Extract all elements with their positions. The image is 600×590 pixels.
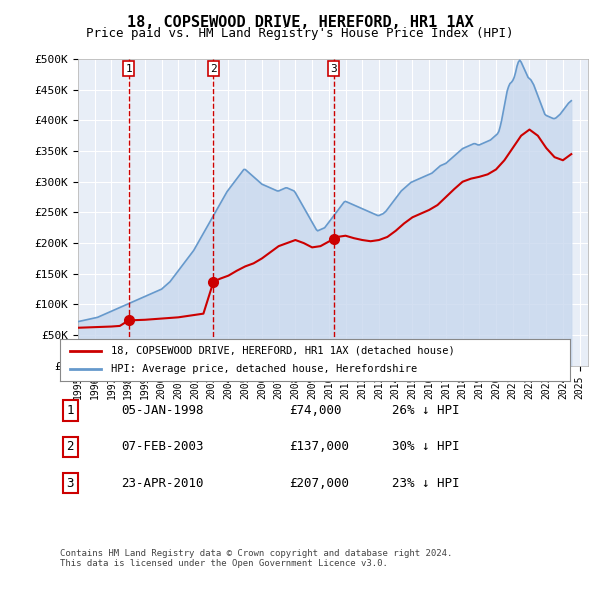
Text: Price paid vs. HM Land Registry's House Price Index (HPI): Price paid vs. HM Land Registry's House … xyxy=(86,27,514,40)
Text: 2: 2 xyxy=(210,64,217,74)
Text: 1: 1 xyxy=(125,64,132,74)
Text: 18, COPSEWOOD DRIVE, HEREFORD, HR1 1AX: 18, COPSEWOOD DRIVE, HEREFORD, HR1 1AX xyxy=(127,15,473,30)
Text: 07-FEB-2003: 07-FEB-2003 xyxy=(121,440,204,454)
Text: 23% ↓ HPI: 23% ↓ HPI xyxy=(392,477,459,490)
Text: 3: 3 xyxy=(67,477,74,490)
Text: HPI: Average price, detached house, Herefordshire: HPI: Average price, detached house, Here… xyxy=(111,364,417,374)
Text: £137,000: £137,000 xyxy=(290,440,349,454)
Text: 23-APR-2010: 23-APR-2010 xyxy=(121,477,204,490)
Text: 18, COPSEWOOD DRIVE, HEREFORD, HR1 1AX (detached house): 18, COPSEWOOD DRIVE, HEREFORD, HR1 1AX (… xyxy=(111,346,455,356)
Text: 1: 1 xyxy=(67,404,74,417)
Text: 2: 2 xyxy=(67,440,74,454)
Text: 05-JAN-1998: 05-JAN-1998 xyxy=(121,404,204,417)
Text: 3: 3 xyxy=(331,64,337,74)
Text: Contains HM Land Registry data © Crown copyright and database right 2024.
This d: Contains HM Land Registry data © Crown c… xyxy=(60,549,452,568)
Text: 30% ↓ HPI: 30% ↓ HPI xyxy=(392,440,459,454)
Text: £207,000: £207,000 xyxy=(290,477,349,490)
Text: £74,000: £74,000 xyxy=(290,404,342,417)
Text: 26% ↓ HPI: 26% ↓ HPI xyxy=(392,404,459,417)
